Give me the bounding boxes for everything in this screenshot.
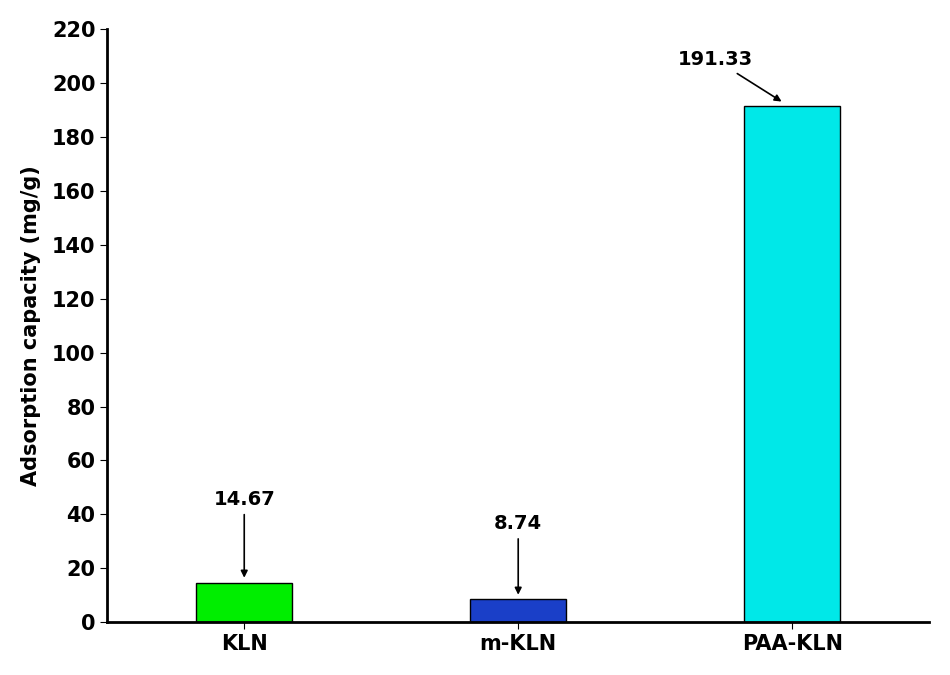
Text: 8.74: 8.74: [494, 514, 542, 593]
Text: 14.67: 14.67: [214, 490, 276, 576]
Bar: [744, 106, 840, 622]
Bar: [470, 599, 566, 622]
Y-axis label: Adsorption capacity (mg/g): Adsorption capacity (mg/g): [21, 165, 41, 486]
Bar: [197, 583, 293, 622]
Text: 191.33: 191.33: [678, 51, 780, 101]
